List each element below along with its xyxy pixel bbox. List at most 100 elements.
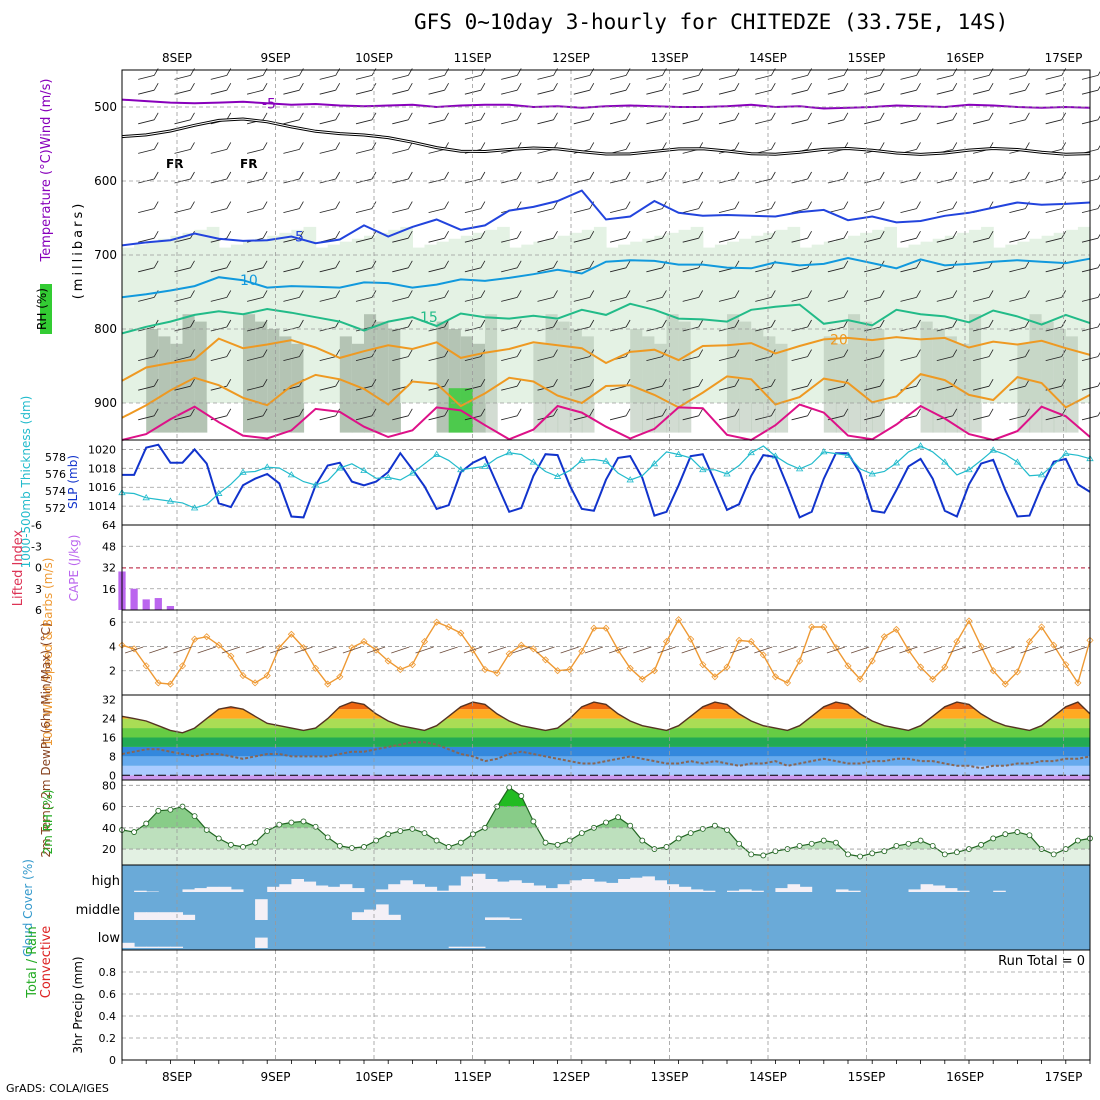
rh-marker xyxy=(252,839,259,846)
wind-barb xyxy=(428,149,445,154)
cloud-cell xyxy=(327,886,341,892)
wind-marker xyxy=(1038,623,1046,631)
y-tick-label: 1014 xyxy=(88,500,116,513)
isotherm-label: 20 xyxy=(830,332,848,348)
thickness-marker xyxy=(1037,471,1046,478)
wind-marker xyxy=(541,656,550,664)
wind-marker xyxy=(711,673,719,681)
wind-barb xyxy=(807,142,812,150)
cloud-cell xyxy=(388,914,401,920)
wind-barb xyxy=(174,119,191,125)
wind-barb xyxy=(138,385,155,391)
rh-grey-cell xyxy=(581,336,595,433)
wind-barb xyxy=(573,326,590,332)
wind-barb xyxy=(900,267,917,273)
wind-barb xyxy=(516,349,522,357)
wind-barb xyxy=(444,231,449,239)
wind-barb xyxy=(916,319,921,328)
x-tick-label: 17SEP xyxy=(1045,51,1083,65)
cape-bar xyxy=(142,599,150,610)
wind-barb xyxy=(734,171,740,180)
wind-barb xyxy=(392,326,409,332)
wind-barb xyxy=(1061,260,1067,268)
wind-marker xyxy=(759,651,767,659)
wind-barb xyxy=(718,75,736,80)
wind-barb xyxy=(573,237,590,243)
wind-marker xyxy=(312,664,320,672)
cloud-cell xyxy=(436,890,450,892)
wind-barb xyxy=(1009,415,1026,421)
wind-marker xyxy=(602,624,610,632)
y-tick-label: 32 xyxy=(102,694,116,707)
wind-barb xyxy=(610,89,627,95)
wind-barb xyxy=(864,119,881,125)
wind-barb xyxy=(407,319,413,328)
wind-barb xyxy=(589,231,595,239)
wind-barb xyxy=(1045,415,1062,421)
wind-barb xyxy=(407,112,413,120)
x-tick-label: 8SEP xyxy=(162,51,192,65)
wind-barb xyxy=(827,356,844,361)
wind-barb xyxy=(1097,204,1100,209)
slp-frame xyxy=(121,439,1091,526)
wind-barb xyxy=(698,408,704,416)
wind-barb xyxy=(428,326,445,332)
y-tick-label: 60 xyxy=(102,801,116,814)
wind-barb xyxy=(283,267,300,273)
cloud-cell xyxy=(134,946,147,948)
wind-barb xyxy=(153,171,159,180)
wind-barb xyxy=(625,319,631,328)
wind-barb xyxy=(770,142,776,150)
rh-light-cell xyxy=(230,244,244,403)
wind-barb xyxy=(190,349,195,357)
wind-barb xyxy=(553,83,558,91)
wind-barb xyxy=(625,290,631,298)
wind-barb xyxy=(537,297,554,302)
thickness-marker xyxy=(239,468,247,475)
wind-barb xyxy=(444,83,449,91)
wind-barb xyxy=(682,297,699,302)
wind-barb xyxy=(226,408,232,416)
wind-barb xyxy=(879,408,885,416)
wind-barb xyxy=(537,208,554,213)
credit-label: GrADS: COLA/IGES xyxy=(6,1082,109,1095)
wind-barb xyxy=(755,208,772,213)
wind-barb xyxy=(553,231,558,239)
x-tick-label: 9SEP xyxy=(260,1070,290,1084)
rh-light-cell xyxy=(400,226,413,403)
wind-marker xyxy=(626,664,634,672)
cloud-cell xyxy=(787,884,801,892)
wind-barb xyxy=(734,379,740,387)
wind-barb xyxy=(283,89,300,95)
wind-barb xyxy=(791,356,808,361)
cloud-cell xyxy=(134,890,147,892)
wind-barb xyxy=(589,83,595,91)
thickness-marker xyxy=(844,451,852,458)
rh-light-cell xyxy=(618,244,631,403)
isotherm-label: 15 xyxy=(420,310,438,326)
rh-marker xyxy=(881,848,888,855)
wind-barb xyxy=(190,408,195,416)
wind-barb xyxy=(973,356,990,361)
wind-barb xyxy=(1009,119,1026,125)
wind-barb xyxy=(1061,379,1067,387)
wind-barb xyxy=(916,112,921,120)
wind-barb xyxy=(923,646,942,654)
wind-marker xyxy=(856,675,864,683)
temp-line xyxy=(121,701,1091,734)
wind-barb xyxy=(1009,326,1026,332)
wind-barb xyxy=(698,379,704,387)
rh-light-cell xyxy=(787,226,801,403)
wind-barb xyxy=(879,349,885,357)
wind-barb xyxy=(754,646,773,654)
wind-barb xyxy=(226,260,232,268)
rh-marker xyxy=(215,835,222,842)
y-tick-label: 500 xyxy=(94,100,117,114)
wind-barb xyxy=(900,208,917,213)
wind-marker xyxy=(868,657,876,665)
cloud-cell xyxy=(400,880,413,892)
x-tick-label: 10SEP xyxy=(355,51,393,65)
wind-barb xyxy=(480,290,486,298)
wind-barb xyxy=(190,290,195,298)
rh-marker xyxy=(929,842,936,849)
